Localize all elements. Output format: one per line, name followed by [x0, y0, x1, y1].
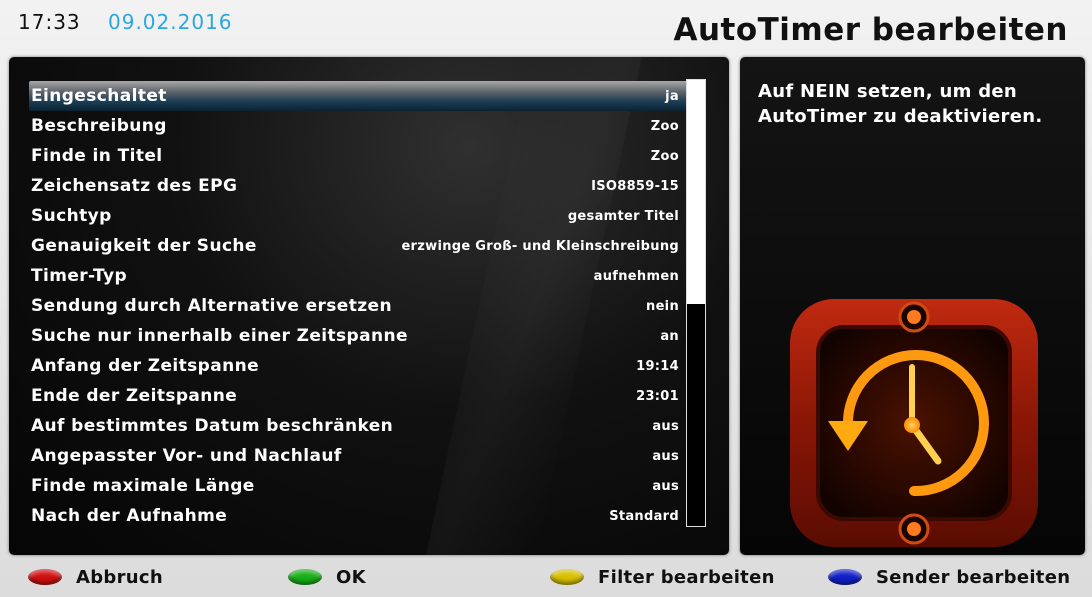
setting-row-eingeschaltet[interactable]: Eingeschaltet ja	[29, 81, 689, 111]
blue-key-label: Sender bearbeiten	[876, 566, 1071, 588]
setting-value[interactable]: aus	[652, 479, 679, 494]
red-key-label: Abbruch	[76, 566, 163, 588]
setting-value[interactable]: aus	[652, 449, 679, 464]
setting-value[interactable]: Zoo	[650, 149, 679, 164]
setting-row-alternative[interactable]: Sendung durch Alternative ersetzen nein	[29, 291, 689, 321]
setting-label: Anfang der Zeitspanne	[31, 356, 260, 376]
red-key-icon	[28, 569, 62, 585]
setting-row-ende[interactable]: Ende der Zeitspanne 23:01	[29, 381, 689, 411]
setting-value[interactable]: ja	[665, 89, 679, 104]
green-key-button[interactable]: OK	[288, 562, 366, 592]
list-scrollbar[interactable]	[686, 79, 706, 527]
setting-row-finde-in-titel[interactable]: Finde in Titel Zoo	[29, 141, 689, 171]
setting-row-zeitspanne[interactable]: Suche nur innerhalb einer Zeitspanne an	[29, 321, 689, 351]
autotimer-clock-icon	[790, 299, 1038, 547]
blue-key-icon	[828, 569, 862, 585]
setting-value[interactable]: 19:14	[636, 359, 679, 374]
setting-value[interactable]: 23:01	[636, 389, 679, 404]
setting-value[interactable]: an	[660, 329, 679, 344]
setting-value[interactable]: ISO8859-15	[591, 179, 679, 194]
setting-label: Auf bestimmtes Datum beschränken	[31, 416, 394, 436]
color-key-bar: Abbruch OK Filter bearbeiten Sender bear…	[0, 560, 1092, 597]
setting-value[interactable]: erzwinge Groß- und Kleinschreibung	[401, 239, 679, 254]
setting-label: Eingeschaltet	[31, 86, 167, 106]
help-panel: Auf NEIN setzen, um den AutoTimer zu dea…	[740, 57, 1085, 555]
setting-row-zeichensatz[interactable]: Zeichensatz des EPG ISO8859-15	[29, 171, 689, 201]
setting-label: Nach der Aufnahme	[31, 506, 228, 526]
setting-value[interactable]: gesamter Titel	[567, 209, 679, 224]
help-text: Auf NEIN setzen, um den AutoTimer zu dea…	[758, 81, 1043, 127]
setting-label: Sendung durch Alternative ersetzen	[31, 296, 392, 316]
page-title: AutoTimer bearbeiten	[673, 12, 1068, 48]
settings-panel: Eingeschaltet ja Beschreibung Zoo Finde …	[9, 57, 729, 555]
setting-label: Suche nur innerhalb einer Zeitspanne	[31, 326, 408, 346]
clock-time: 17:33	[18, 10, 81, 34]
setting-value[interactable]: aus	[652, 419, 679, 434]
setting-row-beschreibung[interactable]: Beschreibung Zoo	[29, 111, 689, 141]
setting-row-anfang[interactable]: Anfang der Zeitspanne 19:14	[29, 351, 689, 381]
yellow-key-button[interactable]: Filter bearbeiten	[550, 562, 775, 592]
setting-row-vor-nachlauf[interactable]: Angepasster Vor- und Nachlauf aus	[29, 441, 689, 471]
header-bar: 17:33 09.02.2016 AutoTimer bearbeiten	[0, 0, 1092, 52]
setting-row-nach-aufnahme[interactable]: Nach der Aufnahme Standard	[29, 501, 689, 531]
setting-value[interactable]: nein	[646, 299, 679, 314]
setting-label: Beschreibung	[31, 116, 167, 136]
setting-row-genauigkeit[interactable]: Genauigkeit der Suche erzwinge Groß- und…	[29, 231, 689, 261]
setting-label: Angepasster Vor- und Nachlauf	[31, 446, 342, 466]
yellow-key-label: Filter bearbeiten	[598, 566, 775, 588]
setting-label: Zeichensatz des EPG	[31, 176, 238, 196]
setting-row-timer-typ[interactable]: Timer-Typ aufnehmen	[29, 261, 689, 291]
setting-value[interactable]: aufnehmen	[593, 269, 679, 284]
setting-label: Genauigkeit der Suche	[31, 236, 257, 256]
setting-value[interactable]: Zoo	[650, 119, 679, 134]
scrollbar-thumb[interactable]	[687, 80, 705, 304]
setting-label: Finde in Titel	[31, 146, 163, 166]
red-key-button[interactable]: Abbruch	[28, 562, 163, 592]
blue-key-button[interactable]: Sender bearbeiten	[828, 562, 1070, 592]
setting-row-datum[interactable]: Auf bestimmtes Datum beschränken aus	[29, 411, 689, 441]
green-key-icon	[288, 569, 322, 585]
green-key-label: OK	[336, 566, 366, 588]
setting-row-maximale-laenge[interactable]: Finde maximale Länge aus	[29, 471, 689, 501]
setting-label: Finde maximale Länge	[31, 476, 255, 496]
setting-label: Suchtyp	[31, 206, 112, 226]
setting-row-suchtyp[interactable]: Suchtyp gesamter Titel	[29, 201, 689, 231]
yellow-key-icon	[550, 569, 584, 585]
settings-list: Eingeschaltet ja Beschreibung Zoo Finde …	[29, 81, 689, 531]
setting-value[interactable]: Standard	[609, 509, 679, 524]
current-date: 09.02.2016	[108, 10, 233, 34]
setting-label: Ende der Zeitspanne	[31, 386, 238, 406]
setting-label: Timer-Typ	[31, 266, 128, 286]
